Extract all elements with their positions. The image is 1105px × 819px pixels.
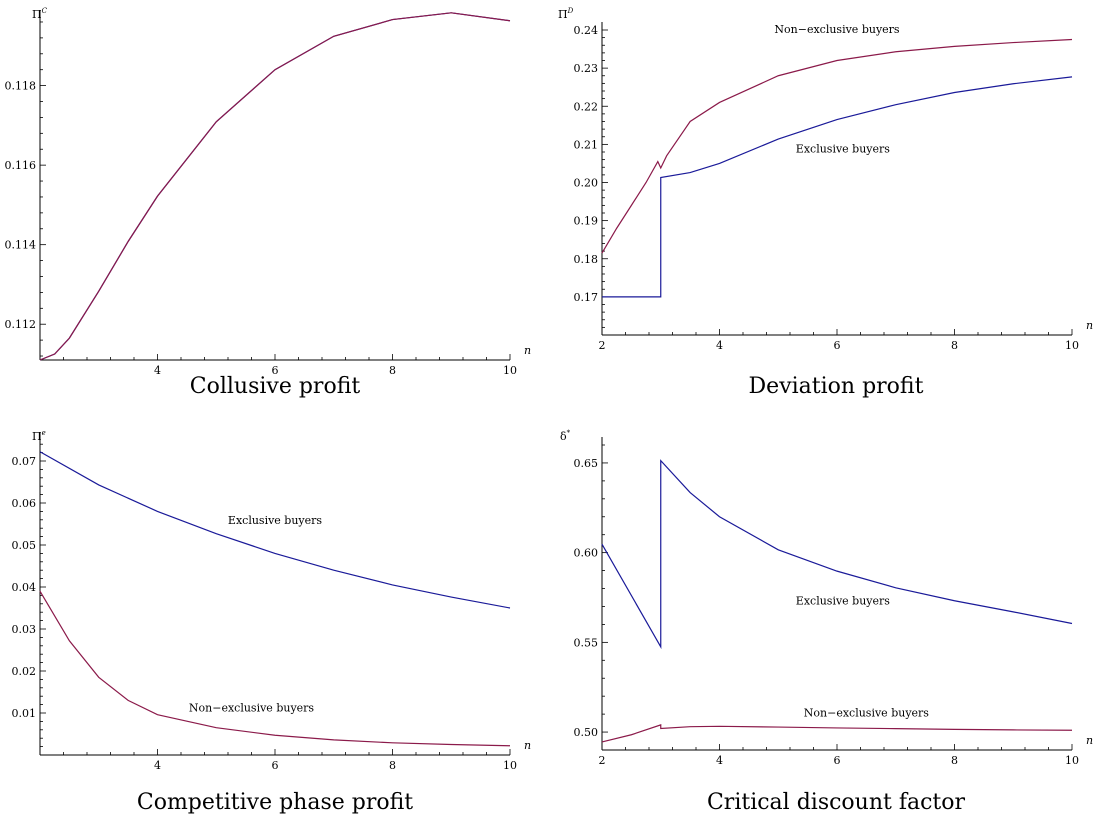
y-tick-label: 0.17	[574, 291, 599, 304]
x-axis-label: n	[524, 739, 531, 752]
chart-panel-1: 4 6 8 10 0.112 0.114 0.116 0.118 n ΠC Collusive pr…	[5, 7, 532, 399]
x-tick-label: 8	[389, 759, 396, 772]
y-tick-label: 0.112	[5, 318, 37, 331]
y-tick-label: 0.60	[574, 547, 599, 560]
y-tick-label: 0.118	[5, 80, 37, 93]
y-tick-label: 0.114	[5, 239, 37, 252]
x-tick-label: 6	[272, 364, 279, 377]
y-tick-label: 0.01	[12, 707, 37, 720]
y-tick-label: 0.04	[12, 581, 37, 594]
y-tick-label: 0.65	[574, 457, 599, 470]
series-line-1	[39, 451, 511, 609]
y-tick-label: 0.50	[574, 726, 599, 739]
series-annotation: Non−exclusive buyers	[189, 702, 315, 715]
x-axis-label: n	[1086, 734, 1093, 747]
x-tick-label: 10	[1065, 339, 1079, 352]
series-line-2	[39, 12, 511, 361]
series-line-2	[39, 590, 511, 747]
chart-panel-3: 4 6 8 10 0.01 0.02 0.03 0.04 0.05 0.06 0.07 n Πe Excl…	[12, 429, 532, 815]
x-tick-label: 4	[154, 759, 161, 772]
series-annotation: Exclusive buyers	[228, 514, 322, 527]
x-axis-label: n	[524, 344, 531, 357]
x-tick-label: 8	[389, 364, 396, 377]
y-tick-label: 0.07	[12, 455, 37, 468]
y-axis-label: δ*	[560, 429, 571, 443]
y-tick-label: 0.02	[12, 665, 37, 678]
y-tick-label: 0.55	[574, 636, 599, 649]
y-tick-label: 0.116	[5, 159, 37, 172]
y-tick-label: 0.18	[574, 253, 599, 266]
x-tick-label: 8	[951, 339, 958, 352]
series-annotation: Exclusive buyers	[796, 595, 890, 608]
y-tick-label: 0.03	[12, 623, 37, 636]
series-line-1	[601, 459, 1073, 650]
y-axis-label: ΠD	[558, 7, 574, 21]
x-tick-label: 2	[599, 754, 606, 767]
y-tick-label: 0.20	[574, 177, 599, 190]
y-axis-label: Πe	[32, 429, 46, 443]
series-line-1	[39, 12, 511, 361]
series-annotation: Exclusive buyers	[796, 142, 890, 155]
x-tick-label: 4	[716, 339, 723, 352]
x-tick-label: 6	[834, 339, 841, 352]
y-tick-label: 0.23	[574, 62, 599, 75]
series-line-2	[601, 724, 1073, 743]
y-axis-label: ΠC	[32, 7, 48, 21]
chart-panel-2: 2 4 6 8 10 0.17 0.18 0.19 0.20 0.21 0.22 0.23 0.24 n Π…	[558, 7, 1093, 399]
chart-caption: Collusive profit	[190, 374, 361, 399]
y-tick-label: 0.19	[574, 215, 599, 228]
series-annotation: Non−exclusive buyers	[804, 706, 930, 719]
y-tick-label: 0.24	[574, 24, 599, 37]
x-axis-label: n	[1086, 319, 1093, 332]
chart-caption: Deviation profit	[749, 374, 924, 399]
x-tick-label: 10	[503, 364, 517, 377]
x-tick-label: 8	[951, 754, 958, 767]
x-tick-label: 10	[503, 759, 517, 772]
chart-caption: Critical discount factor	[707, 790, 966, 815]
x-tick-label: 4	[154, 364, 161, 377]
y-tick-label: 0.06	[12, 497, 37, 510]
x-tick-label: 4	[716, 754, 723, 767]
y-tick-label: 0.22	[574, 100, 599, 113]
x-tick-label: 2	[599, 339, 606, 352]
x-tick-label: 6	[834, 754, 841, 767]
x-tick-label: 10	[1065, 754, 1079, 767]
series-annotation: Non−exclusive buyers	[774, 23, 900, 36]
series-line-2	[601, 38, 1073, 254]
series-line-1	[602, 76, 1073, 298]
x-tick-label: 6	[272, 759, 279, 772]
chart-panel-4: 2 4 6 8 10 0.50 0.55 0.60 0.65 n δ* Exclusive buyer…	[560, 429, 1093, 815]
y-tick-label: 0.21	[574, 138, 599, 151]
chart-caption: Competitive phase profit	[137, 790, 413, 815]
y-tick-label: 0.05	[12, 539, 37, 552]
